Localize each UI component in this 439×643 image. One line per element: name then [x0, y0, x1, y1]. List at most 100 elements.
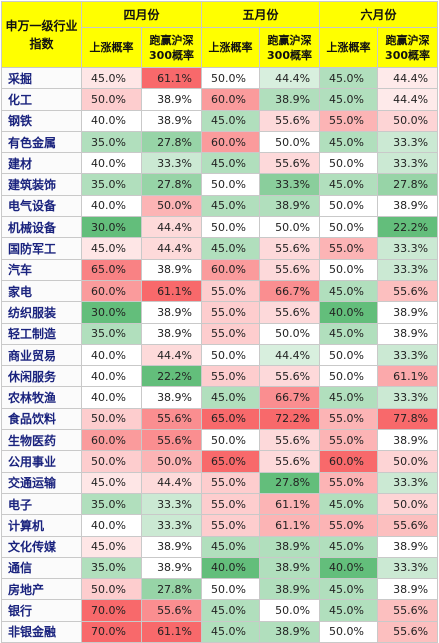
value-cell-june-rise: 45.0% — [319, 492, 379, 516]
value-cell-april-rise: 45.0% — [81, 66, 142, 90]
value-cell-april-beat: 61.1% — [140, 66, 203, 90]
value-cell-may-beat: 55.6% — [259, 301, 321, 324]
table-row: 农林牧渔 40.0% 38.9% 45.0% 66.7% 45.0% 33.3% — [1, 386, 439, 409]
value-cell-may-beat: 38.9% — [259, 578, 321, 601]
value-cell-may-beat: 50.0% — [259, 322, 321, 345]
value-cell-april-beat: 38.9% — [140, 258, 203, 281]
value-cell-june-rise: 50.0% — [319, 365, 379, 388]
value-cell-may-beat: 66.7% — [259, 279, 321, 303]
value-cell-june-rise: 50.0% — [319, 343, 379, 367]
value-cell-june-rise: 45.0% — [319, 578, 379, 601]
value-cell-may-beat: 55.6% — [259, 365, 321, 388]
value-cell-april-beat: 38.9% — [140, 322, 203, 345]
table-row: 房地产 50.0% 27.8% 50.0% 38.9% 45.0% 38.9% — [1, 578, 439, 601]
value-cell-june-beat: 33.3% — [377, 130, 439, 154]
value-cell-june-beat: 33.3% — [377, 556, 439, 580]
value-cell-may-rise: 65.0% — [201, 407, 261, 431]
table-row: 建材 40.0% 33.3% 45.0% 55.6% 50.0% 33.3% — [1, 152, 439, 175]
industry-name-cell: 采掘 — [1, 66, 82, 90]
value-cell-june-beat: 38.9% — [377, 578, 439, 601]
table-row: 钢铁 40.0% 38.9% 45.0% 55.6% 55.0% 50.0% — [1, 109, 439, 132]
header-month-may: 五月份 — [201, 1, 321, 28]
value-cell-april-beat: 33.3% — [140, 152, 203, 175]
value-cell-april-rise: 60.0% — [81, 279, 142, 303]
industry-name-cell: 电子 — [1, 492, 82, 516]
value-cell-april-rise: 40.0% — [81, 343, 142, 367]
value-cell-june-rise: 55.0% — [319, 407, 379, 431]
industry-name-cell: 文化传媒 — [1, 535, 82, 558]
table-row: 生物医药 60.0% 55.6% 50.0% 55.6% 55.0% 38.9% — [1, 429, 439, 452]
value-cell-april-rise: 35.0% — [81, 492, 142, 516]
industry-name-cell: 非银金融 — [1, 620, 82, 643]
value-cell-april-rise: 50.0% — [81, 407, 142, 431]
value-cell-april-beat: 27.8% — [140, 130, 203, 154]
value-cell-june-beat: 33.3% — [377, 237, 439, 260]
value-cell-may-beat: 55.6% — [259, 237, 321, 260]
industry-name-cell: 公用事业 — [1, 450, 82, 473]
value-cell-june-beat: 33.3% — [377, 258, 439, 281]
value-cell-april-beat: 38.9% — [140, 386, 203, 409]
value-cell-april-rise: 30.0% — [81, 301, 142, 324]
value-cell-may-rise: 45.0% — [201, 535, 261, 558]
value-cell-april-beat: 44.4% — [140, 237, 203, 260]
industry-name-cell: 通信 — [1, 556, 82, 580]
table-row: 汽车 65.0% 38.9% 60.0% 55.6% 50.0% 33.3% — [1, 258, 439, 281]
value-cell-june-beat: 55.6% — [377, 620, 439, 643]
value-cell-june-beat: 33.3% — [377, 343, 439, 367]
table-row: 交通运输 45.0% 44.4% 55.0% 27.8% 55.0% 33.3% — [1, 471, 439, 494]
value-cell-june-rise: 40.0% — [319, 301, 379, 324]
value-cell-april-beat: 27.8% — [140, 173, 203, 196]
header-april-rise-probability: 上涨概率 — [81, 27, 142, 68]
value-cell-june-beat: 38.9% — [377, 301, 439, 324]
industry-name-cell: 银行 — [1, 599, 82, 622]
value-cell-april-rise: 65.0% — [81, 258, 142, 281]
header-industry-index: 申万一级行业指数 — [1, 1, 82, 68]
value-cell-june-rise: 55.0% — [319, 429, 379, 452]
value-cell-may-rise: 45.0% — [201, 237, 261, 260]
value-cell-april-beat: 33.3% — [140, 492, 203, 516]
value-cell-may-rise: 45.0% — [201, 620, 261, 643]
value-cell-april-rise: 45.0% — [81, 237, 142, 260]
value-cell-may-rise: 45.0% — [201, 386, 261, 409]
value-cell-june-rise: 60.0% — [319, 450, 379, 473]
table-row: 休闲服务 40.0% 22.2% 55.0% 55.6% 50.0% 61.1% — [1, 365, 439, 388]
value-cell-june-beat: 50.0% — [377, 450, 439, 473]
value-cell-may-rise: 60.0% — [201, 258, 261, 281]
industry-name-cell: 计算机 — [1, 514, 82, 537]
value-cell-may-rise: 40.0% — [201, 556, 261, 580]
value-cell-june-beat: 33.3% — [377, 471, 439, 494]
industry-name-cell: 生物医药 — [1, 429, 82, 452]
value-cell-april-rise: 70.0% — [81, 599, 142, 622]
value-cell-april-rise: 40.0% — [81, 365, 142, 388]
value-cell-june-rise: 45.0% — [319, 88, 379, 111]
industry-name-cell: 休闲服务 — [1, 365, 82, 388]
value-cell-june-beat: 55.6% — [377, 279, 439, 303]
header-april-beat-hs300-probability: 跑赢沪深300概率 — [140, 27, 203, 68]
value-cell-june-beat: 33.3% — [377, 152, 439, 175]
table-row: 家电 60.0% 61.1% 55.0% 66.7% 45.0% 55.6% — [1, 279, 439, 303]
value-cell-may-beat: 66.7% — [259, 386, 321, 409]
table-row: 机械设备 30.0% 44.4% 50.0% 50.0% 50.0% 22.2% — [1, 216, 439, 239]
value-cell-april-rise: 45.0% — [81, 535, 142, 558]
value-cell-may-beat: 61.1% — [259, 514, 321, 537]
value-cell-june-beat: 38.9% — [377, 429, 439, 452]
value-cell-june-rise: 45.0% — [319, 279, 379, 303]
value-cell-april-beat: 22.2% — [140, 365, 203, 388]
value-cell-april-rise: 70.0% — [81, 620, 142, 643]
value-cell-june-rise: 45.0% — [319, 386, 379, 409]
value-cell-april-beat: 38.9% — [140, 88, 203, 111]
value-cell-june-rise: 50.0% — [319, 152, 379, 175]
table-row: 电子 35.0% 33.3% 55.0% 61.1% 45.0% 50.0% — [1, 492, 439, 516]
value-cell-june-rise: 40.0% — [319, 556, 379, 580]
value-cell-may-rise: 50.0% — [201, 216, 261, 239]
value-cell-june-beat: 33.3% — [377, 386, 439, 409]
value-cell-april-beat: 55.6% — [140, 429, 203, 452]
table-row: 采掘 45.0% 61.1% 50.0% 44.4% 45.0% 44.4% — [1, 66, 439, 90]
value-cell-may-rise: 55.0% — [201, 492, 261, 516]
table-row: 国防军工 45.0% 44.4% 45.0% 55.6% 55.0% 33.3% — [1, 237, 439, 260]
industry-name-cell: 食品饮料 — [1, 407, 82, 431]
value-cell-april-rise: 50.0% — [81, 88, 142, 111]
value-cell-may-beat: 55.6% — [259, 450, 321, 473]
value-cell-june-beat: 50.0% — [377, 492, 439, 516]
